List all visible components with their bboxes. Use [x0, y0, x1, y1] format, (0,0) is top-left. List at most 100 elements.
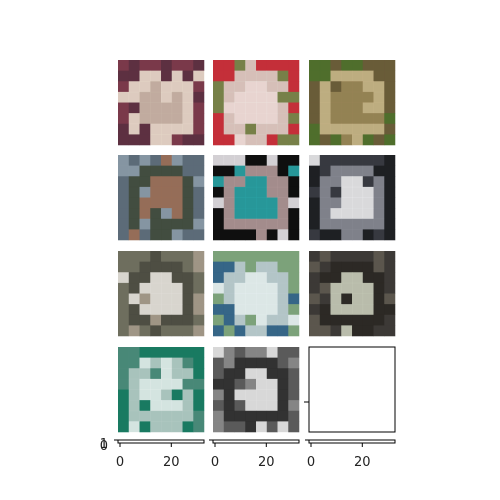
panel-pixel: [352, 261, 364, 273]
panel-pixel: [362, 81, 374, 93]
panel-pixel: [171, 272, 183, 284]
panel-pixel: [362, 293, 374, 305]
panel-pixel: [266, 368, 278, 380]
panel-pixel: [161, 378, 173, 390]
panel-pixel: [330, 70, 342, 82]
panel-pixel: [277, 60, 289, 71]
panel-pixel: [128, 261, 140, 273]
panel-pixel: [150, 229, 162, 241]
panel-pixel: [330, 304, 342, 316]
panel-pixel: [182, 113, 194, 125]
panel-pixel: [182, 165, 194, 177]
panel-pixel: [182, 325, 194, 337]
panel-pixel: [213, 113, 225, 125]
panel-pixel: [139, 261, 151, 273]
strip-frame: [308, 439, 396, 444]
panel-pixel: [118, 197, 130, 209]
panel-pixel: [319, 261, 331, 273]
panel-pixel: [118, 304, 130, 316]
panel-pixel: [384, 102, 396, 114]
panel-pixel: [288, 123, 300, 135]
panel-pixel: [256, 368, 268, 380]
panel-pixel: [373, 197, 385, 209]
image-panel-10: [118, 347, 205, 433]
panel-pixel: [182, 389, 194, 401]
panel-pixel: [288, 347, 300, 358]
panel-pixel: [256, 60, 268, 71]
panel-pixel: [234, 389, 246, 401]
panel-pixel: [277, 304, 289, 316]
panel-pixel: [193, 229, 205, 241]
panel-pixel: [373, 91, 385, 103]
panel-pixel: [161, 293, 173, 305]
panel-pixel: [341, 314, 353, 326]
panel-pixel: [256, 272, 268, 284]
panel-pixel: [234, 314, 246, 326]
panel-pixel: [182, 102, 194, 114]
image-panel-4: [118, 155, 205, 241]
panel-pixel: [193, 282, 205, 294]
panel-pixel: [288, 293, 300, 305]
image-panel-8: [213, 251, 300, 337]
panel-pixel: [362, 60, 374, 71]
panel-pixel: [309, 282, 321, 294]
panel-pixel: [266, 314, 278, 326]
panel-pixel: [213, 60, 225, 71]
panel-pixel: [161, 134, 173, 146]
panel-pixel: [182, 176, 194, 188]
panel-pixel: [182, 357, 194, 369]
panel-pixel: [373, 165, 385, 177]
panel-pixel: [150, 347, 162, 358]
panel-pixel: [256, 91, 268, 103]
panel-pixel: [193, 208, 205, 220]
panel-pixel: [341, 261, 353, 273]
panel-pixel: [245, 155, 257, 166]
panel-pixel: [171, 70, 183, 82]
panel-pixel: [319, 314, 331, 326]
panel-pixel: [309, 91, 321, 103]
panel-pixel: [150, 208, 162, 220]
panel-pixel: [234, 155, 246, 166]
panel-pixel: [128, 70, 140, 82]
panel-pixel: [330, 314, 342, 326]
panel-pixel: [384, 165, 396, 177]
panel-pixel: [171, 325, 183, 337]
panel-pixel: [319, 123, 331, 135]
panel-pixel: [234, 134, 246, 146]
panel-pixel: [128, 368, 140, 380]
panel-pixel: [352, 208, 364, 220]
panel-pixel: [362, 70, 374, 82]
panel-pixel: [193, 218, 205, 230]
panel-pixel: [266, 81, 278, 93]
panel-pixel: [223, 347, 235, 358]
panel-pixel: [384, 304, 396, 316]
panel-pixel: [193, 155, 205, 166]
panel-pixel: [150, 293, 162, 305]
panel-pixel: [277, 347, 289, 358]
panel-pixel: [128, 81, 140, 93]
panel-pixel: [277, 186, 289, 198]
panel-pixel: [319, 102, 331, 114]
panel-pixel: [266, 410, 278, 422]
panel-pixel: [150, 400, 162, 412]
panel-pixel: [193, 410, 205, 422]
panel-pixel: [234, 357, 246, 369]
panel-pixel: [373, 272, 385, 284]
panel-pixel: [266, 421, 278, 433]
panel-pixel: [245, 421, 257, 433]
panel-pixel: [352, 282, 364, 294]
panel-pixel: [352, 293, 364, 305]
x-tick-label: 20: [354, 455, 371, 470]
panel-pixel: [319, 134, 331, 146]
panel-pixel: [288, 410, 300, 422]
panel-pixel: [341, 251, 353, 262]
panel-pixel: [223, 261, 235, 273]
panel-pixel: [182, 368, 194, 380]
panel-pixel: [330, 208, 342, 220]
panel-pixel: [341, 229, 353, 241]
panel-pixel: [352, 304, 364, 316]
panel-pixel: [362, 251, 374, 262]
panel-pixel: [256, 304, 268, 316]
panel-pixel: [362, 282, 374, 294]
panel-pixel: [319, 176, 331, 188]
